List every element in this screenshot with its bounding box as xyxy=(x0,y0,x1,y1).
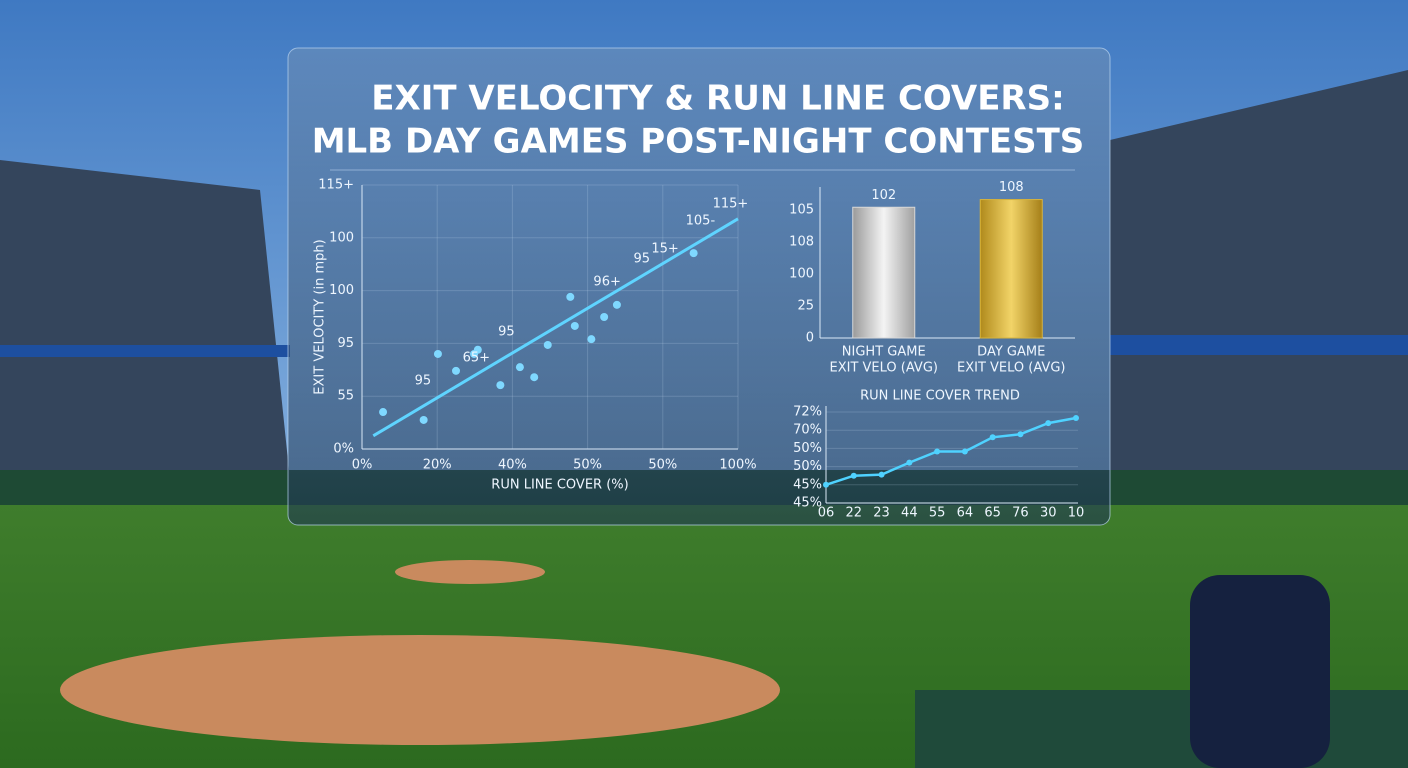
x-tick-label: 64 xyxy=(957,506,974,521)
y-tick-label: 45% xyxy=(793,477,822,492)
line-point xyxy=(1017,431,1024,438)
annotation: 95 xyxy=(415,373,432,388)
y-tick-label: 50% xyxy=(793,441,822,456)
y-tick-label: 100 xyxy=(789,266,814,281)
scatter-point xyxy=(433,349,442,358)
y-tick-label: 55 xyxy=(337,389,354,404)
value-label: 102 xyxy=(871,188,896,203)
y-tick-label: 45% xyxy=(793,496,822,511)
x-tick-label: NIGHT GAME xyxy=(842,345,926,360)
line-point xyxy=(1073,415,1079,422)
annotation: 96+ xyxy=(593,275,620,290)
y-tick-label: 108 xyxy=(789,234,814,249)
scatter-point xyxy=(473,345,482,354)
x-tick-label: 0% xyxy=(352,458,373,473)
annotation: 105- xyxy=(686,213,716,228)
x-tick-label: 76 xyxy=(1012,506,1029,521)
scatter-point xyxy=(419,415,428,424)
mound xyxy=(395,560,545,584)
y-tick-label: 72% xyxy=(793,405,822,420)
y-tick-label: 105 xyxy=(789,202,814,217)
x-tick-label: 40% xyxy=(498,458,527,473)
bar xyxy=(852,206,916,339)
x-axis-label: RUN LINE COVER (%) xyxy=(491,478,628,493)
line-point xyxy=(850,472,857,479)
scatter-point xyxy=(600,313,609,321)
x-tick-label: 55 xyxy=(929,506,946,521)
x-tick-label: EXIT VELO (AVG) xyxy=(830,361,938,376)
annotation: 95 xyxy=(633,251,650,266)
line-point xyxy=(934,448,941,455)
left-banner xyxy=(0,345,290,357)
value-label: 108 xyxy=(999,180,1024,195)
scatter-point xyxy=(566,292,575,301)
y-tick-label: 50% xyxy=(793,459,822,474)
x-tick-label: 20% xyxy=(423,458,452,473)
x-tick-label: 50% xyxy=(573,458,602,473)
analyst xyxy=(1190,575,1330,768)
scatter-point xyxy=(587,335,596,344)
annotation: 65+ xyxy=(463,351,490,366)
annotation: 95 xyxy=(498,324,515,339)
scatter-point xyxy=(612,300,621,309)
y-axis-label: EXIT VELOCITY (in mph) xyxy=(313,239,328,394)
scatter-point xyxy=(530,373,539,382)
scatter-point xyxy=(452,366,460,375)
x-tick-label: 44 xyxy=(901,506,918,521)
title-line: MLB DAY GAMES POST-NIGHT CONTESTS xyxy=(312,122,1085,162)
y-tick-label: 95 xyxy=(337,336,354,351)
annotation: 15+ xyxy=(651,241,678,256)
trend-line xyxy=(372,217,739,438)
x-tick-label: 65 xyxy=(984,506,1001,521)
y-tick-label: 100 xyxy=(329,230,354,245)
line-point xyxy=(906,459,913,466)
x-tick-label: 100% xyxy=(719,458,756,473)
hologram-panel xyxy=(287,47,1111,526)
x-tick-label: 30 xyxy=(1040,506,1057,521)
scatter-point xyxy=(379,408,388,417)
scatter-point xyxy=(543,340,552,349)
x-tick-label: 22 xyxy=(846,506,863,521)
y-tick-label: 25 xyxy=(797,298,814,313)
line-point xyxy=(1045,420,1052,427)
scatter-point xyxy=(689,249,698,258)
right-banner xyxy=(1110,335,1408,355)
line-point xyxy=(961,448,968,455)
trend-line xyxy=(825,416,1077,486)
dugout-rail xyxy=(915,690,1408,768)
x-tick-label: 10 xyxy=(1068,506,1085,521)
line-point xyxy=(989,434,996,441)
y-tick-label: 115+ xyxy=(318,178,354,193)
infield-dirt xyxy=(60,635,780,745)
scatter-point xyxy=(570,321,579,330)
left-stands xyxy=(0,160,290,480)
x-tick-label: 23 xyxy=(873,506,890,521)
right-stands xyxy=(1110,70,1408,500)
line-point xyxy=(823,481,829,488)
bar xyxy=(979,199,1043,339)
y-tick-label: 70% xyxy=(793,423,822,438)
chart-title: RUN LINE COVER TREND xyxy=(860,389,1020,404)
title-line: EXIT VELOCITY & RUN LINE COVERS: xyxy=(371,79,1064,119)
scatter-point xyxy=(496,381,505,390)
x-tick-label: DAY GAME xyxy=(977,345,1045,360)
x-tick-label: 50% xyxy=(648,458,677,473)
annotation: 115+ xyxy=(713,197,749,212)
y-tick-label: 0% xyxy=(333,442,354,457)
x-tick-label: EXIT VELO (AVG) xyxy=(957,361,1065,376)
line-point xyxy=(878,471,885,478)
y-tick-label: 0 xyxy=(806,331,814,346)
x-tick-label: 06 xyxy=(818,506,835,521)
scatter-point xyxy=(515,363,524,372)
y-tick-label: 100 xyxy=(329,283,354,298)
